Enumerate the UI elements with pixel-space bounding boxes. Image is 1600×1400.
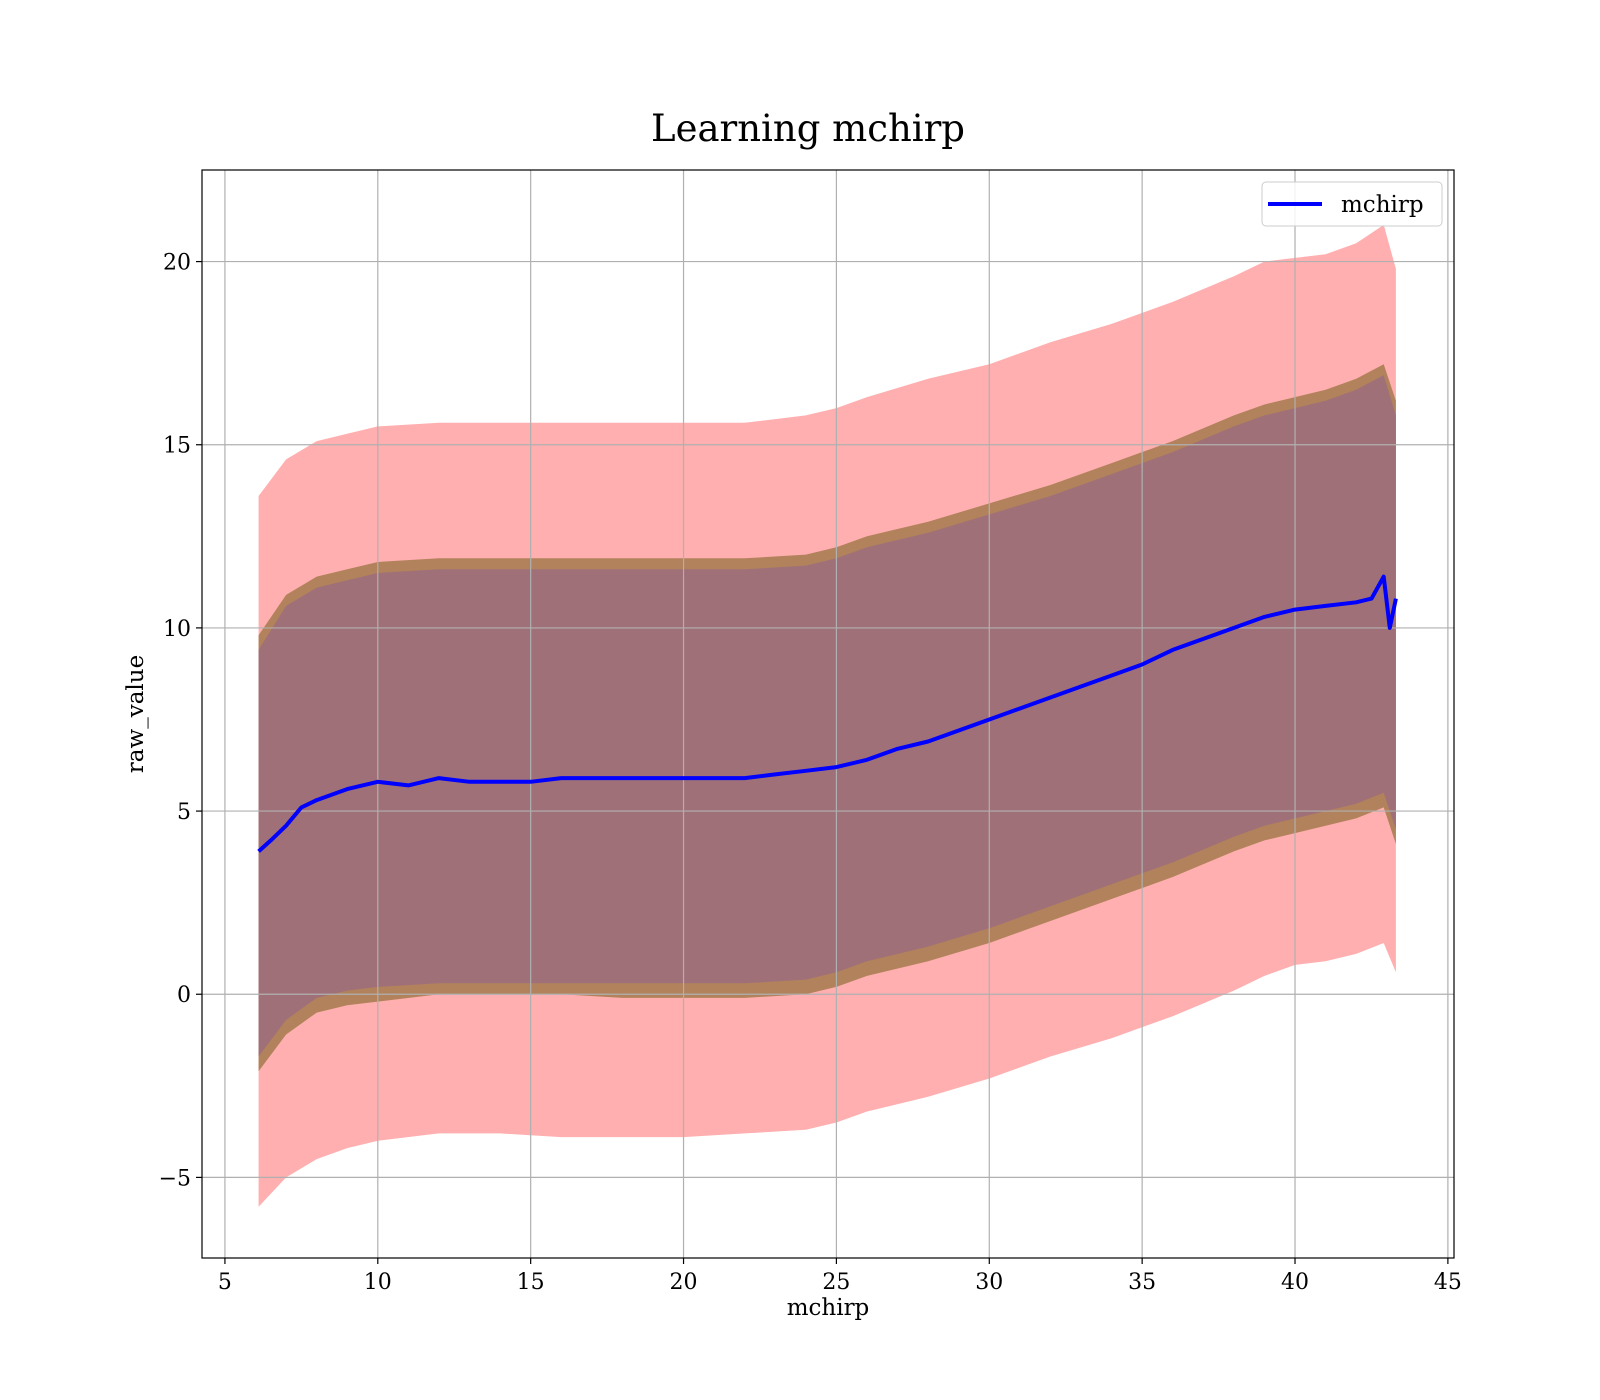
x-tick-label: 30 (975, 1270, 1003, 1295)
x-tick-label: 45 (1434, 1270, 1462, 1295)
legend-label-mchirp: mchirp (1341, 192, 1424, 218)
y-axis: −5 0 5 10 15 20 (159, 251, 202, 1191)
y-tick-label: −5 (159, 1166, 191, 1191)
y-axis-label: raw_value (123, 655, 149, 773)
x-tick-label: 15 (517, 1270, 545, 1295)
legend-box (1261, 181, 1443, 227)
x-tick-label: 5 (218, 1270, 232, 1295)
grid (202, 170, 1454, 1258)
confidence-bands (258, 224, 1396, 1207)
x-axis-label: mchirp (787, 1295, 870, 1321)
y-tick-label: 20 (163, 251, 191, 276)
x-tick-label: 35 (1128, 1270, 1156, 1295)
series-line-mchirp (257, 574, 1398, 853)
x-tick-label: 25 (822, 1270, 850, 1295)
y-tick-label: 0 (177, 983, 191, 1008)
series-lines (257, 574, 1398, 853)
x-tick-label: 10 (364, 1270, 392, 1295)
plot-frame (201, 169, 1455, 1259)
legend: mchirp (1261, 181, 1443, 227)
x-tick-label: 20 (670, 1270, 698, 1295)
x-axis: 5 10 15 20 25 30 35 40 45 (218, 1258, 1462, 1295)
y-tick-label: 10 (163, 617, 191, 642)
y-tick-label: 15 (163, 434, 191, 459)
band-3 (258, 375, 1396, 1057)
plot-area (201, 169, 1455, 1259)
chart-title: Learning mchirp (651, 107, 965, 150)
x-tick-label: 40 (1281, 1270, 1309, 1295)
y-tick-label: 5 (177, 800, 191, 825)
